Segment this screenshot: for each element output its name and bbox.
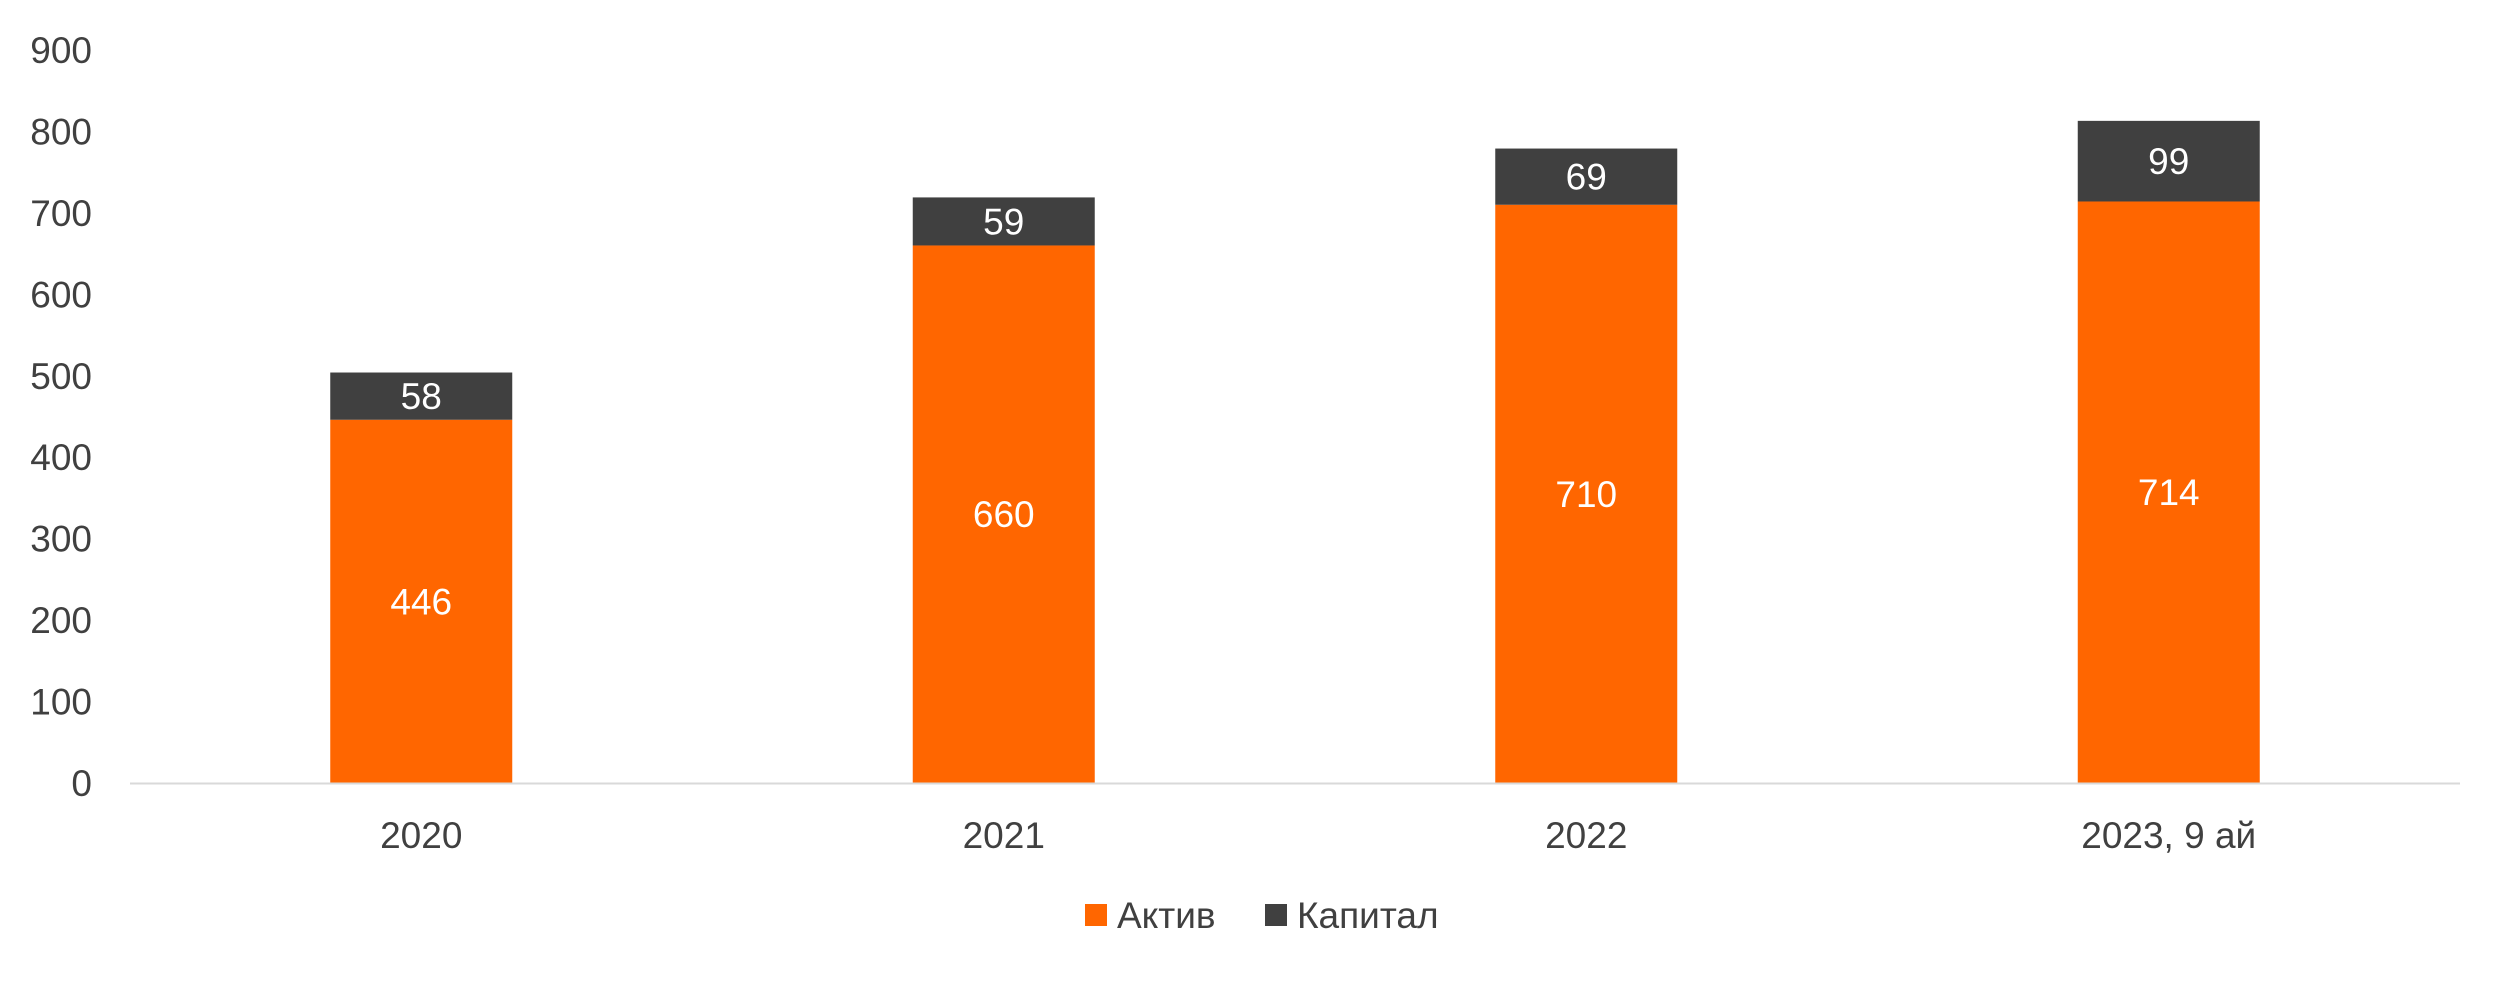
y-tick-label: 0 <box>71 763 92 804</box>
bars: 446 58 660 59 710 69 714 99 <box>330 120 2260 783</box>
legend-label-aktiv: Актив <box>1117 895 1216 936</box>
bar-aktiv-3 <box>2077 201 2260 783</box>
legend-swatch-aktiv <box>1085 904 1107 926</box>
bar-aktiv-1 <box>912 245 1095 783</box>
bar-aktiv-0 <box>330 419 513 783</box>
y-tick-label: 200 <box>30 600 92 641</box>
y-tick-label: 100 <box>30 682 92 723</box>
x-tick-label: 2020 <box>380 815 462 856</box>
legend: Актив Капитал <box>1085 895 1439 936</box>
x-tick-label: 2022 <box>1545 815 1627 856</box>
bar-aktiv-2 <box>1495 204 1678 783</box>
legend-swatch-kapital <box>1265 904 1287 926</box>
y-tick-label: 900 <box>30 30 92 71</box>
x-tick-label: 2023, 9 ай <box>2081 815 2256 856</box>
data-label: 714 <box>2138 472 2200 513</box>
y-axis: 0 100 200 300 400 500 600 700 800 900 <box>30 30 92 804</box>
y-tick-label: 300 <box>30 519 92 560</box>
y-tick-label: 500 <box>30 356 92 397</box>
bar-kapital-0 <box>330 372 513 420</box>
data-label: 59 <box>983 201 1024 242</box>
data-label: 69 <box>1566 157 1607 198</box>
data-label: 99 <box>2148 141 2189 182</box>
bar-kapital-2 <box>1495 148 1678 205</box>
data-label: 660 <box>973 494 1035 535</box>
y-tick-label: 400 <box>30 437 92 478</box>
bar-kapital-1 <box>912 197 1095 246</box>
x-axis: 2020 2021 2022 2023, 9 ай <box>380 815 2256 856</box>
x-tick-label: 2021 <box>963 815 1045 856</box>
data-label: 58 <box>401 376 442 417</box>
data-label: 710 <box>1555 474 1617 515</box>
y-tick-label: 700 <box>30 193 92 234</box>
y-tick-label: 800 <box>30 111 92 152</box>
legend-label-kapital: Капитал <box>1297 895 1439 936</box>
y-tick-label: 600 <box>30 274 92 315</box>
data-label: 446 <box>390 581 452 622</box>
bar-kapital-3 <box>2077 120 2260 202</box>
